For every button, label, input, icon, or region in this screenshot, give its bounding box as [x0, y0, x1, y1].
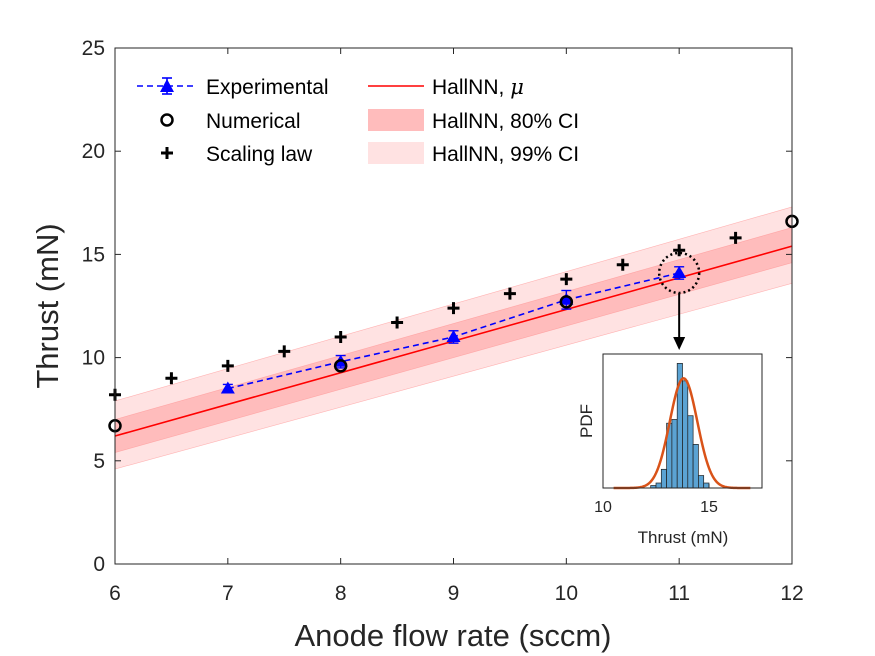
scaling-point	[729, 231, 742, 244]
inset-histogram-bar	[698, 475, 705, 489]
legend-ci99-label: HallNN, 99% CI	[432, 143, 579, 166]
scaling-point	[503, 287, 516, 300]
legend-ci80-label: HallNN, 80% CI	[432, 110, 579, 133]
experimental-layer	[220, 265, 687, 394]
y-tick-label: 20	[82, 140, 105, 163]
scaling-point	[391, 316, 404, 329]
legend-numerical-marker	[160, 113, 174, 127]
legend-mu-prefix: HallNN,	[432, 76, 510, 99]
inset-histogram-bar	[682, 380, 689, 489]
x-tick-label: 9	[448, 582, 460, 605]
x-tick-label: 7	[222, 582, 234, 605]
legend: Experimental Numerical Scaling law HallN…	[137, 75, 579, 166]
inset: 10 15 Thrust (mN) PDF	[577, 353, 763, 547]
y-tick-label: 0	[93, 553, 105, 576]
scaling-layer	[109, 231, 742, 401]
numerical-point	[333, 359, 348, 373]
legend-experimental: Experimental	[137, 76, 329, 99]
inset-x-tick-label: 15	[700, 499, 718, 516]
experimental-point	[220, 381, 235, 394]
x-tick-label: 8	[335, 582, 347, 605]
x-tick-label: 11	[668, 582, 690, 605]
scaling-point	[165, 372, 178, 385]
inset-histogram-bar	[660, 468, 667, 489]
legend-mu-symbol: μ	[510, 75, 524, 99]
inset-histogram-bar	[655, 482, 662, 489]
legend-ci99-swatch	[368, 142, 424, 164]
scaling-point	[673, 244, 686, 257]
legend-mu-label: HallNN, μ	[432, 75, 524, 99]
legend-experimental-marker	[160, 79, 174, 92]
scaling-point	[334, 330, 347, 343]
inset-histogram-bar	[671, 419, 678, 489]
inset-histogram-bar	[692, 444, 699, 489]
numerical-point	[559, 295, 574, 309]
legend-numerical: Numerical	[160, 110, 301, 133]
legend-experimental-label: Experimental	[206, 76, 329, 99]
inset-x-tick-label: 10	[594, 499, 612, 516]
scaling-point	[616, 258, 629, 271]
x-tick-label: 12	[780, 582, 803, 605]
legend-mu: HallNN, μ	[368, 75, 524, 99]
inset-x-ticks: 10 15	[594, 484, 718, 516]
y-axis-ticks: 0 5 10 15 20 25	[82, 37, 792, 576]
callout-arrow-head	[673, 337, 686, 350]
x-axis-ticks: 6 7 8 9 10 11 12	[109, 48, 804, 605]
y-tick-label: 25	[82, 37, 105, 60]
experimental-point	[672, 265, 687, 278]
scaling-point	[221, 359, 234, 372]
legend-scaling-marker	[161, 147, 173, 159]
x-axis-label: Anode flow rate (sccm)	[295, 618, 612, 653]
legend-scaling-label: Scaling law	[206, 143, 313, 166]
legend-ci99: HallNN, 99% CI	[368, 142, 579, 166]
inset-y-axis-label: PDF	[577, 404, 596, 438]
scaling-point	[447, 302, 460, 315]
legend-numerical-label: Numerical	[206, 110, 301, 133]
scaling-point	[278, 345, 291, 358]
inset-x-axis-label: Thrust (mN)	[638, 528, 729, 547]
y-tick-label: 15	[82, 243, 105, 266]
callout-layer	[657, 251, 701, 350]
experimental-point	[559, 292, 574, 305]
x-tick-label: 10	[555, 582, 578, 605]
inset-histogram-bar	[703, 482, 710, 489]
inset-frame	[602, 353, 763, 489]
legend-ci80: HallNN, 80% CI	[368, 109, 579, 133]
y-tick-label: 10	[82, 347, 105, 370]
legend-scaling: Scaling law	[161, 143, 313, 166]
y-axis-label: Thrust (mN)	[30, 223, 65, 388]
x-tick-label: 6	[109, 582, 121, 605]
experimental-point	[446, 329, 461, 342]
legend-ci80-swatch	[368, 109, 424, 131]
inset-histogram-bar	[687, 415, 694, 489]
scaling-point	[560, 273, 573, 286]
y-tick-label: 5	[93, 450, 105, 473]
